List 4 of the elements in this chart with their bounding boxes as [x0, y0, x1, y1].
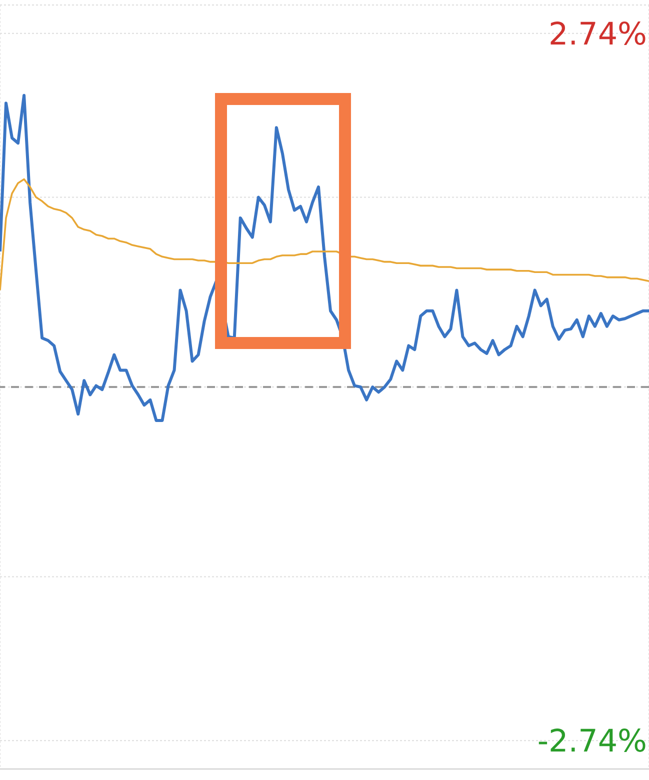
y-tick-label: -2.74% — [537, 724, 647, 760]
y-tick-label: 2.74% — [548, 16, 647, 52]
line-series — [0, 94, 649, 422]
line-series — [0, 178, 649, 292]
